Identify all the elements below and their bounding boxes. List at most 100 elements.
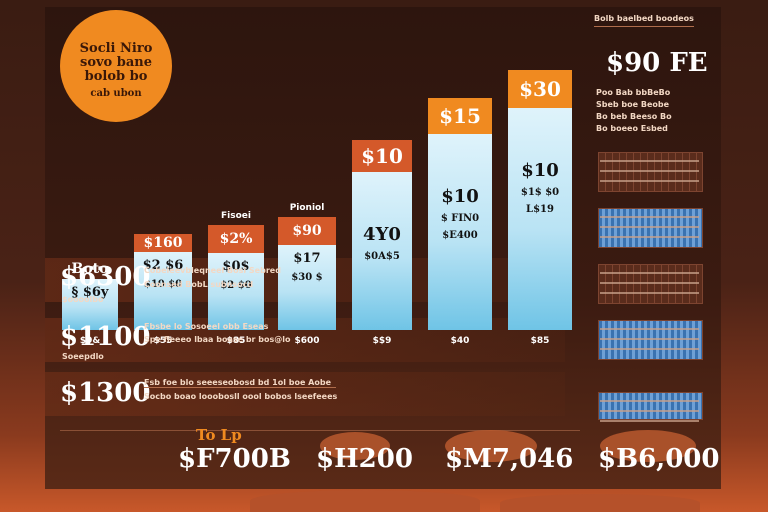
right-panel-graphic-3-line-3 [600,292,699,294]
right-panel-graphic-5-line-3 [600,420,699,422]
bar-2-body-text-2: $10 $0 [143,278,183,290]
bar-5-below-label: $$9 [372,336,392,346]
row-2-line-1: Fbsbe lo Sosoeel obb Eseas [144,322,269,331]
bar-3-body-text-1: $0$ [222,259,250,274]
footer-hill-1 [250,490,480,512]
right-panel-graphic-4 [598,320,703,360]
bar-6-header: $15 VA [428,97,492,164]
right-panel-line-2: Sbeb boe Beobe [596,100,670,109]
bar-2-below-label: $55 [153,336,173,346]
right-panel-header: Bolb baelbed boodeos [594,14,694,23]
row-2-value: $1100 [60,322,151,352]
bar-4: $90 $17 $30 $ [278,216,336,330]
bar-7-body-text-2: $1$ $0 [520,187,560,198]
right-panel-graphic-3-line-2 [600,282,699,284]
bar-6-body-text-1: $10 [441,185,479,207]
bar-4-below-label: $600 [294,336,320,346]
bar-1: Boto § $6y [62,259,118,330]
bar-7-below-label: $85 [530,336,550,346]
bar-5-body-text-1: 4Y0 [363,224,401,245]
bar-6-body-text-3: $E400 [442,229,478,241]
footer-value-3: $M7,046 [445,444,574,474]
bar-7-header: $30 [508,70,572,108]
right-panel-graphic-3 [598,264,703,304]
right-panel-line-3: Bo beb Beeso Bo [596,112,672,121]
right-panel-graphic-5-line-1 [600,400,699,402]
right-panel-graphic-5 [598,392,703,420]
right-panel-line-4: Bo boeeo Esbed [596,124,668,133]
bar-2: $160 $2 $6 $10 $0 [134,233,192,330]
bar-7-body-text-3: L$19 [526,204,554,215]
right-panel-graphic-2-line-3 [600,236,699,238]
right-panel-graphic-4-line-1 [600,328,699,330]
bar-1-body-text-1: § $6y [71,285,109,300]
row-3-line-2: Socbo boao looobosll oool bobos lseefeee… [144,392,338,401]
bar-6: $15 VA $10 $ FIN0 $E400 [428,97,492,330]
right-panel-graphic-2-line-1 [600,216,699,218]
bar-1-below-label: $9& [79,336,101,346]
bar-3-body: $0$ $2 $0 [208,253,264,330]
right-panel-graphic-2-line-2 [600,226,699,228]
bar-1-header: Boto [71,261,109,277]
right-panel-graphic-3-line-1 [600,272,699,274]
right-panel-graphic-1 [598,152,703,192]
bar-5-header: $10 [352,140,412,172]
row-3-line-1: Fsb foe blo seeeseobosd bd 1ol boe Aobe [144,378,331,387]
badge-line-1: Socli Niro [79,41,153,56]
right-panel-line-1: Poo Bab bbBeBo [596,88,671,97]
footer-cloud-1 [320,432,390,460]
bar-5-body-text-2: $0A$5 [364,251,400,262]
footer-value-1: $F700B [178,444,291,474]
footer-label: To Lp [196,426,242,444]
right-panel-title: $90 FE [606,48,708,78]
bar-3: $2% $0$ $2 $0 [208,225,264,330]
footer-hill-2 [500,494,700,512]
right-panel-header-rule [594,26,694,27]
footer-value-4: $B6,000 [598,444,720,474]
bar-6-body: $10 $ FIN0 $E400 [428,133,492,330]
bar-2-body-text-1: $2 $6 [142,257,184,273]
header-badge: Socli Niro sovo bane bolob bo cab ubon [60,10,172,122]
footer-cloud-3 [600,430,696,462]
row-1-side-label: $oooolbo [62,295,104,304]
bar-4-body: $17 $30 $ [278,244,336,330]
bar-4-header: $90 [278,216,336,245]
badge-line-4: cab ubon [90,88,142,99]
row-2-line-2: Spe fleeeo lbaa boase br bos@lo [144,335,291,344]
bar-1-body: § $6y [62,279,118,330]
footer-value-2: $H200 [316,444,413,474]
row-1-value: $6300 [60,262,151,292]
bar-3-header: $2% [208,225,264,253]
row-3-value: $1300 [60,378,151,408]
right-panel-graphic-4-line-3 [600,348,699,350]
bar-4-top-label: Pioniol [289,202,325,213]
bar-5: $10 4Y0 $0A$5 [352,140,412,330]
row-1-line-2: Coonsed BobL subnsocd [144,280,254,289]
bar-3-below-label: $85 [226,336,246,346]
row-1-line-1: Cobeleevbleqneel Bosi Sebred [144,266,281,275]
row-2-side-label: Soeepdlo [62,352,104,361]
bar-2-body: $2 $6 $10 $0 [134,251,192,330]
right-panel-graphic-1-line-2 [600,170,699,172]
footer-rule [60,430,580,431]
bar-3-body-text-2: $2 $0 [220,280,252,291]
bar-2-header: $160 [134,233,192,252]
right-panel-graphic-1-line-1 [600,160,699,162]
bar-5-body: 4Y0 $0A$5 [352,172,412,330]
right-panel-graphic-1-line-3 [600,180,699,182]
bar-4-body-text-2: $30 $ [291,271,323,283]
bar-7: $30 $10 $1$ $0 L$19 [508,70,572,330]
bar-6-below-label: $40 [450,336,470,346]
bar-7-body-text-1: $10 [521,160,559,181]
badge-line-3: bolob bo [84,69,148,84]
right-panel-graphic-5-line-2 [600,410,699,412]
bar-7-body: $10 $1$ $0 L$19 [508,108,572,330]
bar-3-top-label: Fisoei [221,211,251,221]
bar-4-body-text-1: $17 [293,250,321,266]
bar-6-body-text-2: $ FIN0 [440,212,480,224]
row-3-rule [144,387,336,388]
badge-line-2: sovo bane [80,55,152,70]
footer-cloud-2 [445,430,537,462]
right-panel-graphic-4-line-2 [600,338,699,340]
row-band-3 [45,372,565,416]
